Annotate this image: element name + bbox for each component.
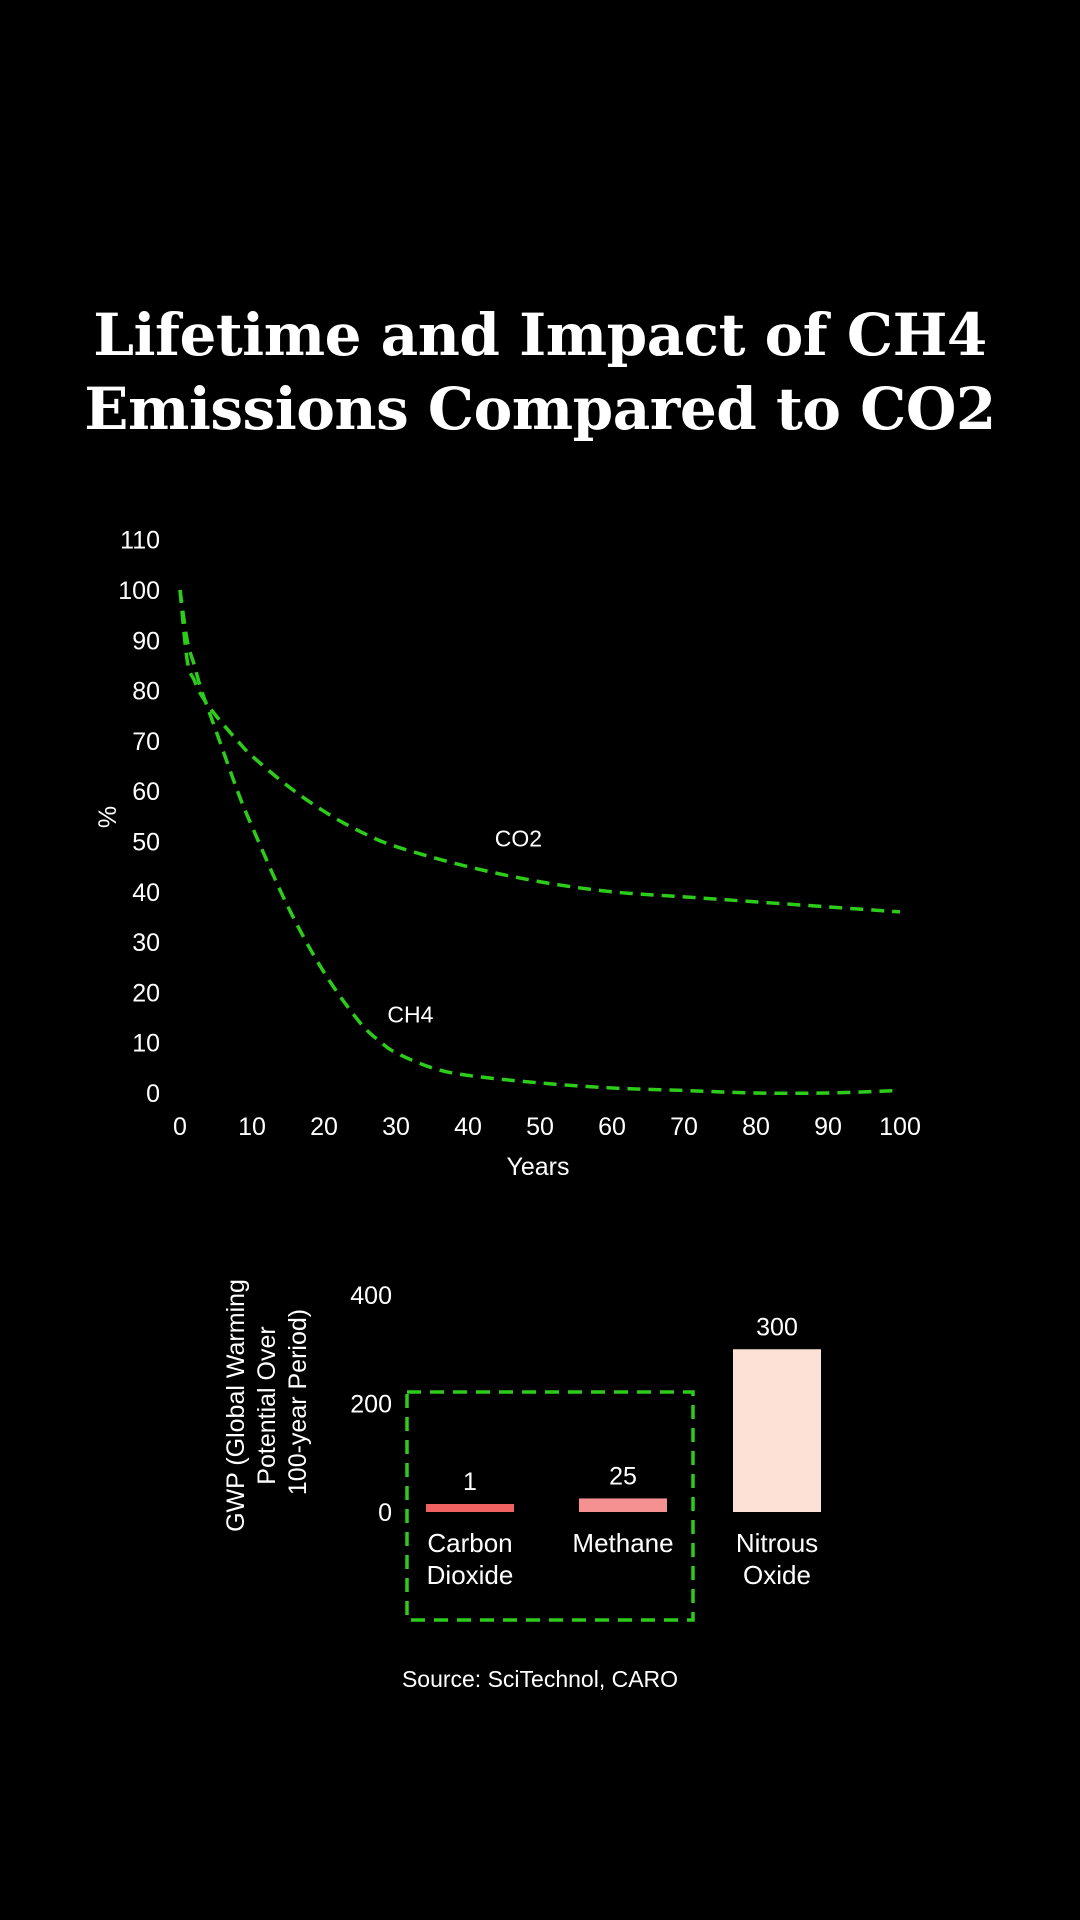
series-line-ch4 — [178, 589, 901, 1096]
y-tick-label: 90 — [132, 627, 160, 655]
chart-title: Lifetime and Impact of CH4 Emissions Com… — [0, 298, 1080, 446]
x-tick-label: 20 — [310, 1113, 338, 1141]
bar-y-tick-label: 0 — [378, 1499, 392, 1527]
bar-category-label: Methane — [572, 1528, 673, 1558]
y-tick-label: 10 — [132, 1030, 160, 1058]
bar-methane — [579, 1498, 667, 1512]
chart-title-line-1: Lifetime and Impact of CH4 — [93, 301, 987, 369]
x-tick-label: 90 — [814, 1113, 842, 1141]
highlight-box — [405, 1390, 695, 1622]
chart-title-line-2: Emissions Compared to CO2 — [84, 375, 996, 443]
x-tick-label: 100 — [879, 1113, 921, 1141]
bar-category-label: Nitrous — [736, 1528, 818, 1558]
line-chart-x-axis-label: Years — [506, 1153, 569, 1181]
bar-y-tick-label: 200 — [350, 1391, 392, 1419]
y-tick-label: 50 — [132, 829, 160, 857]
series-label-co2: CO2 — [495, 826, 542, 852]
y-tick-label: 40 — [132, 879, 160, 907]
x-tick-label: 70 — [670, 1113, 698, 1141]
line-chart-y-axis-label: % — [94, 806, 122, 828]
x-tick-label: 50 — [526, 1113, 554, 1141]
y-tick-label: 110 — [120, 527, 160, 555]
y-tick-label: 100 — [118, 577, 160, 605]
x-tick-label: 0 — [173, 1113, 187, 1141]
bar-category-label: Dioxide — [427, 1560, 514, 1590]
y-tick-label: 30 — [132, 929, 160, 957]
x-tick-label: 10 — [238, 1113, 266, 1141]
series-label-ch4: CH4 — [387, 1002, 433, 1028]
x-tick-label: 30 — [382, 1113, 410, 1141]
y-tick-label: 80 — [132, 678, 160, 706]
y-tick-label: 20 — [132, 979, 160, 1007]
line-chart-x-ticks: 0 10 20 30 40 50 60 70 80 90 100 — [173, 1113, 921, 1141]
bar-chart-y-axis-label: GWP (Global Warming Potential Over 100-y… — [222, 1272, 312, 1532]
line-chart: 0 10 20 30 40 50 60 70 80 90 100 110 0 10 20 30 40 50 60 7… — [94, 527, 921, 1181]
y-tick-label: 70 — [132, 728, 160, 756]
bar-nitrous-oxide — [733, 1349, 821, 1512]
x-tick-label: 60 — [598, 1113, 626, 1141]
bar-carbon-dioxide — [426, 1504, 514, 1512]
bar-value-label: 25 — [609, 1462, 637, 1490]
bar-y-tick-label: 400 — [350, 1282, 392, 1310]
y-tick-label: 60 — [132, 778, 160, 806]
line-chart-y-ticks: 0 10 20 30 40 50 60 70 80 90 100 110 — [118, 527, 160, 1108]
bar-value-label: 1 — [463, 1468, 477, 1496]
bar-value-label: 300 — [756, 1313, 798, 1341]
x-tick-label: 80 — [742, 1113, 770, 1141]
series-line-co2 — [178, 589, 901, 914]
bar-chart-y-ticks: 0 200 400 — [350, 1282, 392, 1527]
bar-category-label: Carbon — [427, 1528, 512, 1558]
y-tick-label: 0 — [146, 1080, 160, 1108]
bar-category-label: Oxide — [743, 1560, 811, 1590]
line-chart-series: CO2 CH4 — [178, 589, 901, 1096]
source-note: Source: SciTechnol, CARO — [401, 1666, 679, 1692]
x-tick-label: 40 — [454, 1113, 482, 1141]
